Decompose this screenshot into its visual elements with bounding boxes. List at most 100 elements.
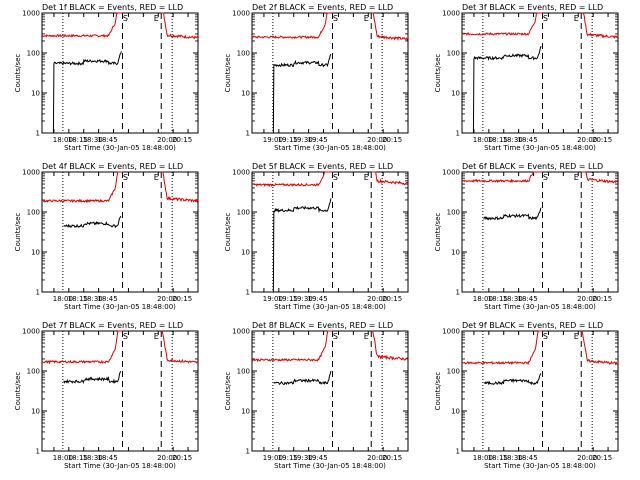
- y-tick-label: 100: [27, 209, 40, 217]
- y-axis-label: Counts/sec: [434, 213, 442, 252]
- x-tick-label: 18:00: [473, 454, 493, 462]
- y-tick-label: 1: [456, 130, 460, 138]
- x-tick-label: 19:15: [278, 454, 298, 462]
- marker-s: S: [543, 173, 548, 182]
- x-axis-label: Start Time (30-Jan-05 18:48:00): [64, 462, 176, 470]
- lld-series-pre: [251, 171, 333, 188]
- y-tick-label: 1000: [22, 328, 40, 336]
- y-axis-label: Counts/sec: [14, 54, 22, 93]
- x-tick-label: 20:00: [367, 136, 387, 144]
- y-tick-label: 100: [237, 368, 250, 376]
- x-tick-label: 20:15: [592, 136, 612, 144]
- events-series: [483, 207, 542, 221]
- marker-s: S: [123, 173, 128, 182]
- marker-e: E: [574, 173, 579, 182]
- y-tick-label: 1000: [22, 169, 40, 177]
- x-tick-label: 19:15: [278, 295, 298, 303]
- panel-title: Det 2f BLACK = Events, RED = LLD: [252, 3, 393, 12]
- lld-series-post: [371, 330, 409, 361]
- y-tick-label: 10: [241, 90, 250, 98]
- x-tick-label: 18:00: [53, 454, 73, 462]
- y-tick-label: 1: [456, 289, 460, 297]
- lld-series-pre: [41, 330, 123, 365]
- y-axis-label: Counts/sec: [224, 54, 232, 93]
- marker-s: S: [333, 173, 338, 182]
- plot-frame: [251, 171, 409, 293]
- x-tick-label: 20:00: [577, 295, 597, 303]
- y-tick-label: 1000: [232, 10, 250, 18]
- x-tick-label: 19:45: [307, 454, 327, 462]
- x-tick-label: 19:00: [263, 295, 283, 303]
- y-tick-label: 1000: [442, 169, 460, 177]
- plot-frame: [461, 330, 619, 452]
- x-tick-label: 18:15: [488, 454, 508, 462]
- lld-series-post: [371, 12, 409, 42]
- plot-frame: [461, 171, 619, 293]
- x-axis-label: Start Time (30-Jan-05 18:48:00): [64, 144, 176, 152]
- x-tick-label: 20:00: [157, 454, 177, 462]
- y-tick-label: 10: [451, 249, 460, 257]
- panel-title: Det 4f BLACK = Events, RED = LLD: [42, 162, 183, 171]
- panel-det-9: Det 9f BLACK = Events, RED = LLD 1 10 100 10…: [434, 321, 619, 470]
- y-tick-label: 1: [36, 130, 40, 138]
- x-tick-label: 18:30: [503, 454, 523, 462]
- x-tick-label: 18:30: [83, 136, 103, 144]
- marker-s: S: [123, 14, 128, 23]
- y-axis-label: Counts/sec: [14, 213, 22, 252]
- events-series: [63, 215, 122, 229]
- y-axis-label: Counts/sec: [224, 372, 232, 411]
- lld-series-post: [161, 171, 199, 204]
- x-tick-label: 20:15: [382, 454, 402, 462]
- y-tick-label: 1000: [442, 10, 460, 18]
- y-tick-label: 100: [27, 50, 40, 58]
- x-tick-label: 18:30: [503, 136, 523, 144]
- y-tick-label: 1: [246, 448, 250, 456]
- x-tick-label: 20:15: [592, 295, 612, 303]
- y-tick-label: 1: [36, 448, 40, 456]
- y-tick-label: 1000: [442, 328, 460, 336]
- lld-series-post: [581, 12, 618, 40]
- plot-frame: [41, 12, 199, 134]
- marker-e: E: [364, 332, 369, 341]
- plot-frame: [461, 12, 619, 134]
- lld-series-pre: [41, 171, 123, 204]
- marker-e: E: [364, 173, 369, 182]
- lld-series-post: [371, 171, 408, 186]
- panel-title: Det 1f BLACK = Events, RED = LLD: [42, 3, 183, 12]
- x-tick-label: 18:45: [517, 454, 537, 462]
- plot-frame: [41, 171, 199, 293]
- panel-title: Det 6f BLACK = Events, RED = LLD: [462, 162, 603, 171]
- marker-e: E: [574, 332, 579, 341]
- x-tick-label: 18:30: [503, 295, 523, 303]
- y-tick-label: 1000: [232, 169, 250, 177]
- y-tick-label: 100: [447, 50, 460, 58]
- x-tick-label: 20:00: [367, 295, 387, 303]
- marker-s: S: [333, 332, 338, 341]
- events-series: [272, 198, 332, 293]
- lld-series-post: [581, 171, 619, 184]
- x-tick-label: 18:15: [488, 136, 508, 144]
- marker-s: S: [123, 332, 128, 341]
- panel-title: Det 5f BLACK = Events, RED = LLD: [252, 162, 393, 171]
- y-tick-label: 100: [237, 50, 250, 58]
- x-tick-label: 18:30: [83, 295, 103, 303]
- marker-e: E: [574, 14, 579, 23]
- x-axis-label: Start Time (30-Jan-05 18:48:00): [484, 144, 596, 152]
- x-tick-label: 18:45: [97, 136, 117, 144]
- y-tick-label: 100: [447, 209, 460, 217]
- y-tick-label: 100: [237, 209, 250, 217]
- x-tick-label: 20:15: [382, 136, 402, 144]
- y-tick-label: 10: [31, 90, 40, 98]
- events-series: [483, 373, 542, 386]
- lld-series-pre: [251, 330, 333, 363]
- y-tick-label: 100: [27, 368, 40, 376]
- plot-frame: [41, 330, 199, 452]
- y-axis-label: Counts/sec: [434, 372, 442, 411]
- x-tick-label: 20:15: [172, 295, 192, 303]
- y-tick-label: 1000: [232, 328, 250, 336]
- lld-series-post: [161, 12, 199, 40]
- x-tick-label: 18:45: [97, 295, 117, 303]
- x-tick-label: 20:00: [577, 454, 597, 462]
- lld-series-pre: [461, 330, 543, 366]
